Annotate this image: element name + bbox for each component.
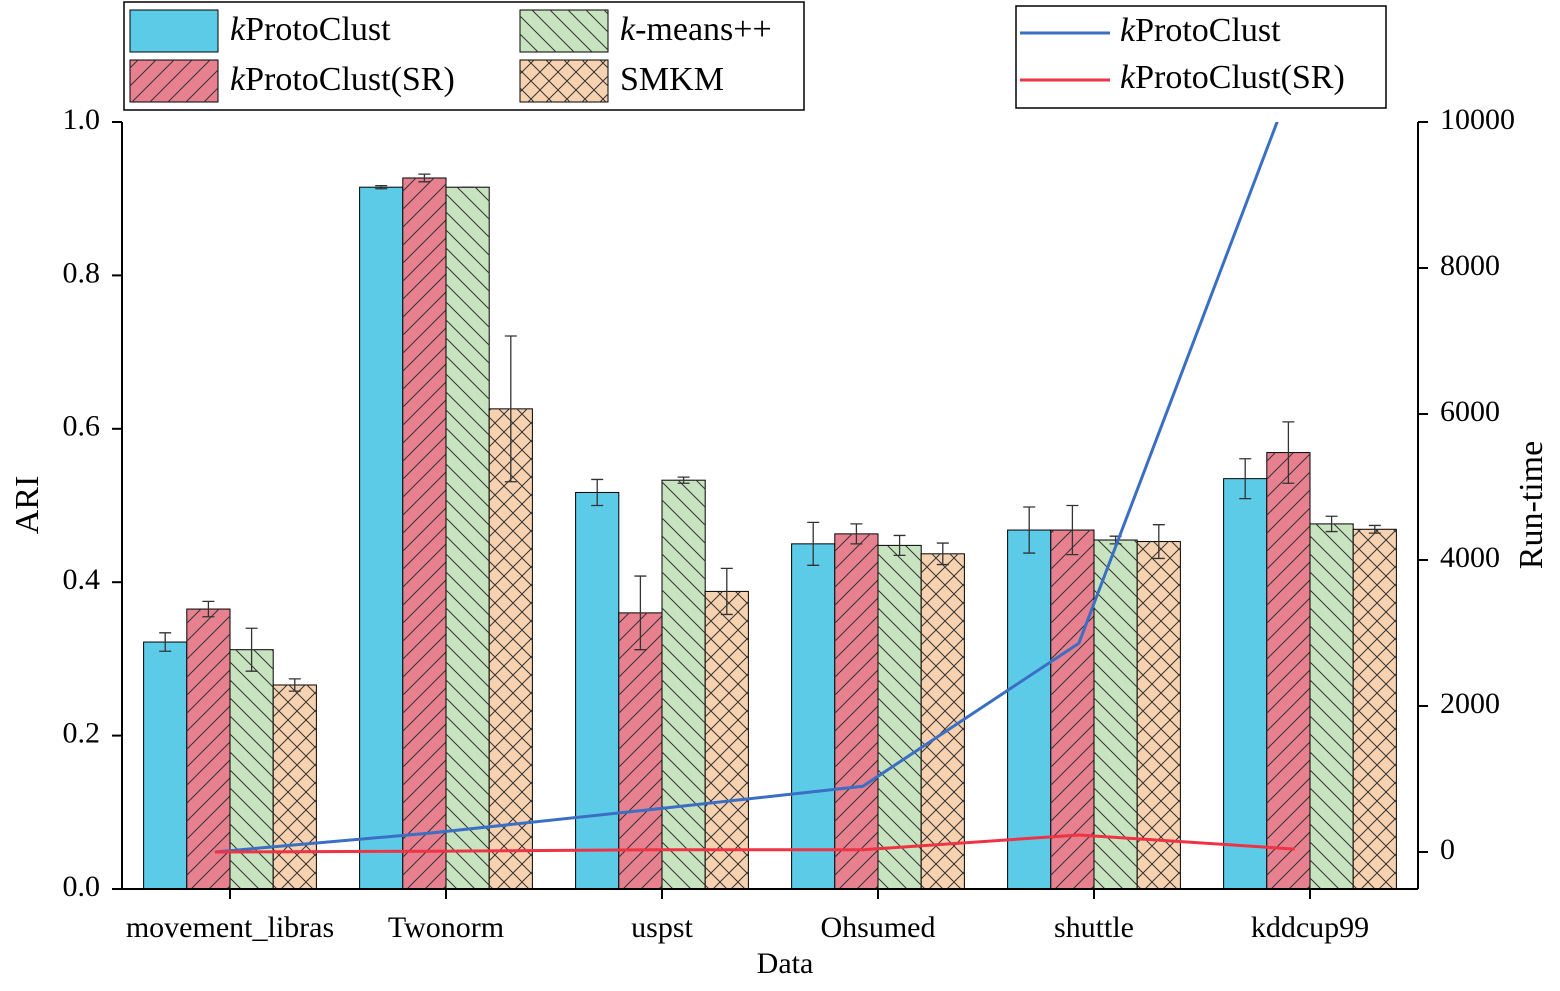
error-bar: [1066, 504, 1079, 556]
y-tick-label: 0.4: [63, 563, 101, 596]
line: [214, 833, 1295, 854]
bar: [791, 543, 836, 890]
error-bar: [1325, 515, 1338, 533]
y2-tick-label: 10000: [1440, 103, 1515, 136]
error-bar: [807, 521, 820, 566]
bar-hatch: [1266, 452, 1310, 889]
bar-hatch: [273, 684, 317, 889]
error-bar: [288, 678, 301, 692]
y2-tick-label: 2000: [1440, 687, 1500, 720]
x-tick-label: Twonorm: [388, 911, 504, 944]
bar-hatch: [1353, 529, 1397, 889]
y2-tick-label: 8000: [1440, 249, 1500, 282]
error-bar: [677, 476, 690, 484]
bar-hatch: [446, 187, 490, 889]
bar-hatch: [705, 591, 749, 889]
x-tick-label: kddcup99: [1251, 911, 1369, 944]
x-tick-label: Ohsumed: [821, 911, 936, 944]
bar-hatch: [1310, 523, 1354, 889]
legend-label: kProtoClust(SR): [230, 61, 455, 98]
bar-hatch: [662, 480, 706, 889]
line-layer: [214, 122, 1295, 854]
legend-swatch-hatch: [520, 60, 608, 102]
legend-swatch: [129, 9, 219, 53]
error-bar: [245, 627, 258, 672]
bar-hatch: [921, 553, 965, 889]
y2-tick-label: 6000: [1440, 395, 1500, 428]
x-axis-title: Data: [757, 947, 814, 980]
y2-tick-label: 4000: [1440, 541, 1500, 574]
error-bar: [202, 600, 215, 618]
bar-hatch: [834, 533, 878, 889]
error-bar: [1368, 524, 1381, 534]
x-tick-label: uspst: [631, 911, 693, 944]
error-bar: [375, 185, 388, 190]
bar-hatch: [402, 177, 446, 890]
bar-hatch: [1094, 540, 1138, 889]
y-tick-label: 0.8: [63, 256, 101, 289]
error-bar: [720, 567, 733, 616]
y-axis-title: ARI: [9, 476, 46, 535]
line: [214, 122, 1279, 854]
bar-hatch: [1137, 541, 1181, 889]
bar-hatch: [1050, 530, 1094, 889]
legend-swatch-hatch: [130, 60, 218, 102]
y-tick-label: 0.0: [63, 870, 101, 903]
error-bar: [1282, 421, 1295, 484]
bar-hatch: [618, 612, 662, 889]
legend-swatch-hatch: [520, 10, 608, 52]
bar: [575, 491, 620, 890]
bar-hatch: [186, 609, 230, 889]
legend-label: kProtoClust: [1120, 12, 1281, 49]
error-bar: [504, 335, 517, 483]
legend-label: k-means++: [620, 11, 772, 48]
bar: [1007, 529, 1052, 890]
error-bar: [591, 478, 604, 507]
bar: [143, 641, 188, 890]
bar-hatch: [878, 545, 922, 889]
x-tick-label: shuttle: [1054, 911, 1134, 944]
legend-lines: [1015, 5, 1387, 109]
y2-axis-title: Run-time: [1513, 441, 1550, 569]
legend-label: kProtoClust(SR): [1120, 59, 1345, 96]
y2-tick-label: 0: [1440, 833, 1455, 866]
x-tick-label: movement_libras: [126, 911, 334, 944]
y-tick-label: 0.6: [63, 410, 101, 443]
error-bar: [850, 523, 863, 545]
error-bar: [1152, 524, 1165, 560]
error-bar: [634, 575, 647, 651]
y-tick-label: 0.2: [63, 716, 101, 749]
legend-label: SMKM: [620, 61, 724, 98]
y-tick-label: 1.0: [63, 103, 101, 136]
legend-bars: [123, 1, 805, 111]
error-bar: [159, 632, 172, 652]
error-bar: [893, 534, 906, 557]
error-bar: [936, 542, 949, 566]
bar: [1223, 478, 1268, 890]
error-bar: [1239, 458, 1252, 500]
error-bar: [418, 173, 431, 183]
bar-hatch: [489, 408, 533, 889]
legend-label: kProtoClust: [230, 11, 391, 48]
bar: [359, 186, 404, 890]
error-bar: [1023, 506, 1036, 554]
